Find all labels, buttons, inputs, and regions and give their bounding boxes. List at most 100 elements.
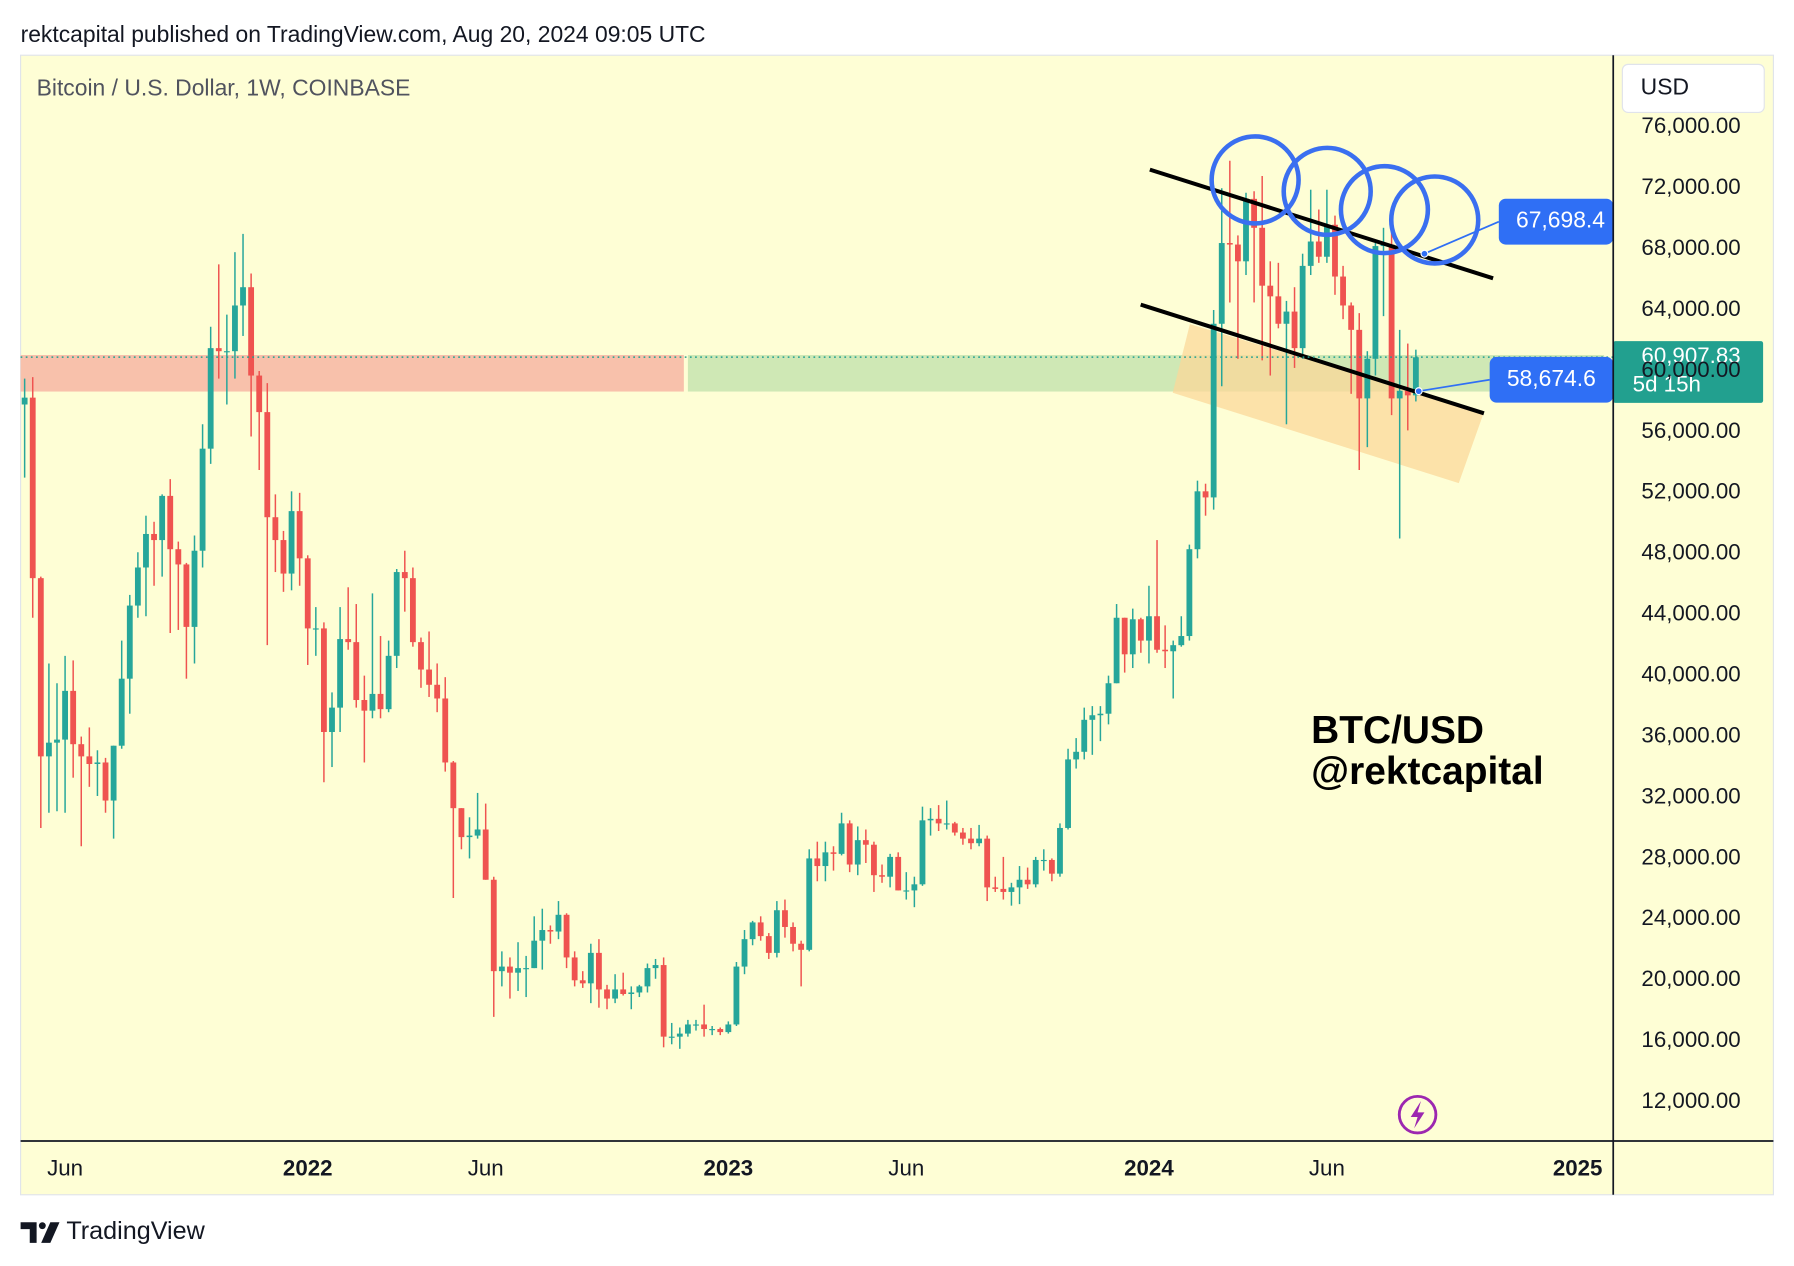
candle-body [1332, 224, 1338, 277]
axes: 12,000.00 16,000.00 20,000.00 24,000.00 28,0… [47, 113, 1741, 1180]
candle-body [1024, 879, 1031, 885]
x-tick-label: 2022 [283, 1155, 333, 1180]
candle-body [369, 693, 376, 711]
candle-body [215, 348, 222, 352]
bar-countdown: 5d 15h [1633, 372, 1701, 397]
circle [1281, 145, 1373, 238]
candle-body [1202, 491, 1209, 498]
candle-body [547, 930, 554, 932]
candle-body [37, 578, 44, 757]
candle-body [86, 756, 93, 764]
price-label-connector [1424, 220, 1500, 255]
candle-body [1113, 617, 1120, 684]
candle-body [1396, 390, 1403, 399]
circle [1209, 134, 1301, 226]
candle-body [175, 549, 182, 565]
candle-body [782, 910, 788, 927]
candle-body [1048, 859, 1055, 874]
candle-body [596, 952, 602, 990]
candle-body [312, 628, 319, 630]
candle-body [943, 823, 950, 825]
currency-button[interactable] [1621, 63, 1765, 113]
price-label: 67,698.4 [1516, 207, 1605, 233]
candle-body [1340, 276, 1346, 306]
candle-body [1299, 265, 1306, 349]
candle-body [134, 567, 141, 606]
candle-body [612, 989, 619, 999]
y-tick-label: 12,000.00 [1641, 1088, 1740, 1113]
candle-body [887, 856, 894, 877]
candle-body [725, 1024, 732, 1033]
candle-body [1315, 241, 1322, 257]
candle-body [296, 511, 303, 559]
candle-body [830, 852, 837, 854]
candle-body [636, 986, 643, 993]
candle-body [1016, 879, 1023, 888]
candle-body [1267, 285, 1274, 297]
candle-body [1356, 329, 1363, 399]
logo-part [38, 1222, 46, 1230]
candle-body [1275, 296, 1282, 324]
candle-body [790, 926, 796, 944]
candle-body [604, 989, 610, 999]
candle-body [1307, 241, 1314, 266]
candle-body [620, 989, 627, 994]
x-tick-label: 2023 [704, 1155, 754, 1180]
rejection-circles [1209, 134, 1481, 266]
candle-body [733, 966, 740, 1025]
candle-body [1089, 715, 1096, 720]
currency[interactable]: USD [1641, 73, 1689, 99]
price-label-box [1489, 356, 1614, 403]
candle-body [571, 957, 578, 981]
candle-body [1008, 887, 1015, 892]
candle-body [709, 1029, 716, 1031]
icon-bolt [1410, 1100, 1425, 1129]
candle-body [288, 511, 295, 574]
candle-body [1121, 617, 1128, 655]
candle-body [951, 823, 958, 833]
candles [21, 160, 1419, 1049]
candle-body [879, 875, 885, 877]
price-label-box [1498, 198, 1614, 245]
candle-body [110, 745, 117, 801]
price-point [1420, 249, 1429, 258]
candle-body [240, 287, 246, 306]
y-tick-label: 68,000.00 [1641, 235, 1740, 260]
candle-body [798, 943, 805, 950]
circle [1388, 174, 1481, 266]
y-tick-label: 20,000.00 [1641, 966, 1740, 991]
candle-body [29, 397, 36, 579]
candle-body [1040, 859, 1047, 862]
candle-body [741, 939, 748, 967]
candle-body [959, 832, 966, 839]
candle-body [1137, 619, 1144, 641]
candle-body [321, 628, 327, 732]
candle-body [838, 823, 845, 854]
candle-body [126, 605, 133, 679]
candle-body [1226, 243, 1233, 245]
candle-body [1186, 549, 1193, 637]
candle-body [976, 838, 982, 844]
candle-body [434, 684, 441, 699]
candle-body [393, 572, 400, 656]
candle-body [1162, 649, 1169, 652]
candle-body [1178, 636, 1185, 646]
logo-part [20, 1222, 37, 1243]
logo-part [41, 1222, 60, 1243]
candle-body [717, 1029, 724, 1033]
candle-body [1170, 645, 1177, 652]
candle-body [1073, 751, 1080, 760]
candle-body [895, 856, 902, 891]
candle-body [377, 693, 384, 710]
last-price-label: 60,907.83 [1641, 343, 1740, 368]
y-tick-label: 76,000.00 [1641, 113, 1740, 138]
candle-body [62, 690, 68, 740]
candle-body [232, 305, 238, 352]
candle-body [21, 397, 28, 405]
candle-body [199, 448, 206, 551]
candle-body [871, 844, 877, 876]
y-tick-label: 72,000.00 [1641, 174, 1740, 199]
candle-body [143, 533, 149, 568]
candle-body [773, 910, 780, 953]
